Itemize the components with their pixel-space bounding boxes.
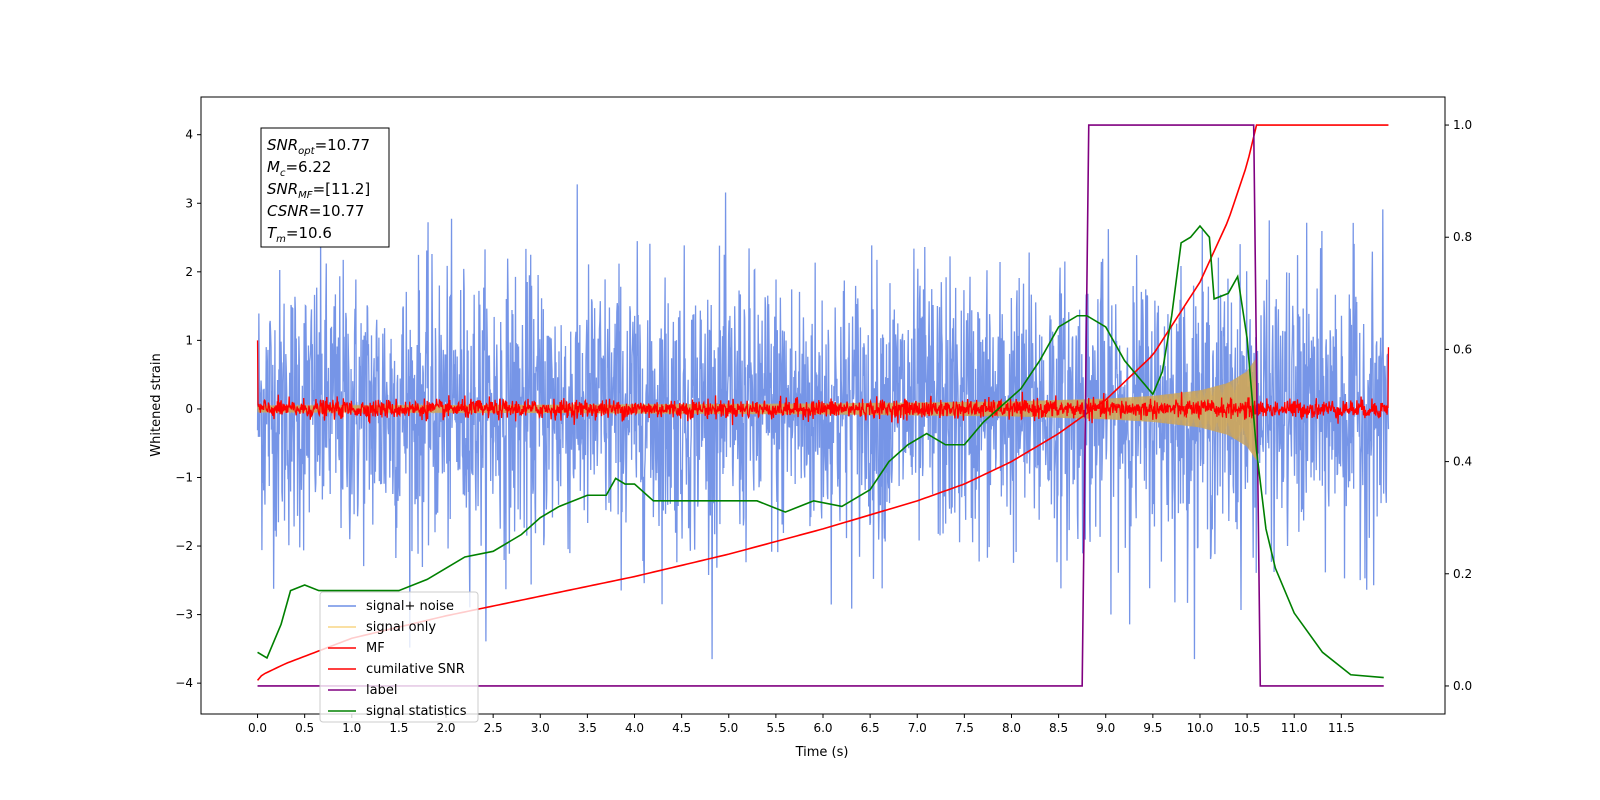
- y-left-tick-label: 0: [185, 402, 193, 416]
- y-left-tick-label: 3: [185, 196, 193, 210]
- x-tick-label: 11.5: [1328, 721, 1355, 735]
- legend-frame: [319, 591, 479, 723]
- legend-entry-label: MF: [366, 641, 385, 656]
- x-tick-label: 8.5: [1049, 721, 1068, 735]
- x-tick-label: 1.5: [389, 721, 408, 735]
- x-tick-label: 10.0: [1187, 721, 1214, 735]
- y-axis-right: 1.0 0.8 0.6 0.4 0.2 0.0: [1445, 118, 1472, 693]
- legend-entry-label: signal+ noise: [366, 599, 454, 614]
- series-signal-noise-line: [256, 184, 1390, 660]
- series-label-line: [257, 124, 1384, 687]
- legend-entry-label: signal only: [366, 620, 436, 635]
- y-left-tick-label: −3: [175, 608, 193, 622]
- x-tick-label: 0.0: [248, 721, 267, 735]
- annotation-box: SNRopt=10.77Mc=6.22SNRMF=[11.2]CSNR=10.7…: [260, 127, 390, 248]
- legend-entry-label: label: [366, 683, 397, 698]
- x-tick-label: 1.0: [342, 721, 361, 735]
- x-tick-label: 7.5: [955, 721, 974, 735]
- x-axis: 0.0 0.5 1.0 1.5 2.0 2.5 3.0 3.5 4.0 4.5 5.0 5.5 6.0 6…: [248, 714, 1355, 735]
- y-right-tick-label: 1.0: [1453, 118, 1472, 132]
- x-tick-label: 8.0: [1002, 721, 1021, 735]
- series-mf-line: [256, 340, 1390, 426]
- annotation-subscript: MF: [298, 190, 313, 201]
- y-right-tick-label: 0.6: [1453, 342, 1472, 356]
- annotation-line: Tm=10.6: [267, 224, 332, 245]
- annotation-symbol: T: [267, 224, 278, 242]
- y-right-tick-label: 0.8: [1453, 230, 1472, 244]
- annotation-line: SNRMF=[11.2]: [267, 180, 370, 201]
- annotation-symbol: CSNR: [267, 202, 309, 220]
- y-right-tick-label: 0.4: [1453, 455, 1472, 469]
- annotation-value: =10.6: [286, 224, 332, 242]
- annotation-line: Mc=6.22: [267, 158, 331, 179]
- x-tick-label: 4.5: [672, 721, 691, 735]
- annotation-subscript: m: [276, 234, 286, 245]
- y-axis-title: Whitened strain: [149, 353, 164, 456]
- y-left-tick-label: 2: [185, 265, 193, 279]
- annotation-subscript: c: [280, 168, 286, 179]
- x-tick-label: 6.5: [861, 721, 880, 735]
- annotation-symbol: SNR: [267, 180, 298, 198]
- y-left-tick-label: 1: [185, 333, 193, 347]
- x-tick-label: 9.0: [1096, 721, 1115, 735]
- series-signal-statistics-line: [257, 224, 1384, 679]
- annotation-line: SNRopt=10.77: [267, 136, 370, 157]
- y-right-tick-label: 0.2: [1453, 567, 1472, 581]
- annotation-subscript: opt: [298, 146, 315, 157]
- annotation-symbol: SNR: [267, 136, 298, 154]
- y-axis-left: 4 3 2 1 0 −1 −2 −3 −4: [175, 128, 201, 690]
- x-tick-label: 0.5: [295, 721, 314, 735]
- legend-entry-label: signal statistics: [366, 704, 467, 719]
- x-tick-label: 5.5: [766, 721, 785, 735]
- annotation-value: =10.77: [315, 136, 371, 154]
- x-tick-label: 3.5: [578, 721, 597, 735]
- y-left-tick-label: 4: [185, 128, 193, 142]
- x-tick-label: 10.5: [1234, 721, 1261, 735]
- y-right-tick-label: 0.0: [1453, 679, 1472, 693]
- annotation-value: =10.77: [309, 202, 365, 220]
- x-tick-label: 5.0: [719, 721, 738, 735]
- x-tick-label: 2.0: [436, 721, 455, 735]
- y-left-tick-label: −1: [175, 470, 193, 484]
- x-tick-label: 2.5: [484, 721, 503, 735]
- annotation-symbol: M: [267, 158, 280, 176]
- annotation-value: =6.22: [285, 158, 331, 176]
- annotation-frame: [260, 127, 390, 248]
- x-tick-label: 6.0: [813, 721, 832, 735]
- legend-entry-label: cumilative SNR: [366, 662, 465, 677]
- y-left-tick-label: −2: [175, 539, 193, 553]
- x-tick-label: 3.0: [531, 721, 550, 735]
- x-tick-label: 4.0: [625, 721, 644, 735]
- x-tick-label: 11.0: [1281, 721, 1308, 735]
- annotation-line: CSNR=10.77: [267, 202, 364, 220]
- x-axis-title: Time (s): [795, 745, 849, 760]
- legend: signal+ noise signal only MF cumilative SNR…: [319, 591, 479, 723]
- x-tick-label: 7.0: [908, 721, 927, 735]
- y-left-tick-label: −4: [175, 676, 193, 690]
- x-tick-label: 9.5: [1143, 721, 1162, 735]
- annotation-value: =[11.2]: [313, 180, 371, 198]
